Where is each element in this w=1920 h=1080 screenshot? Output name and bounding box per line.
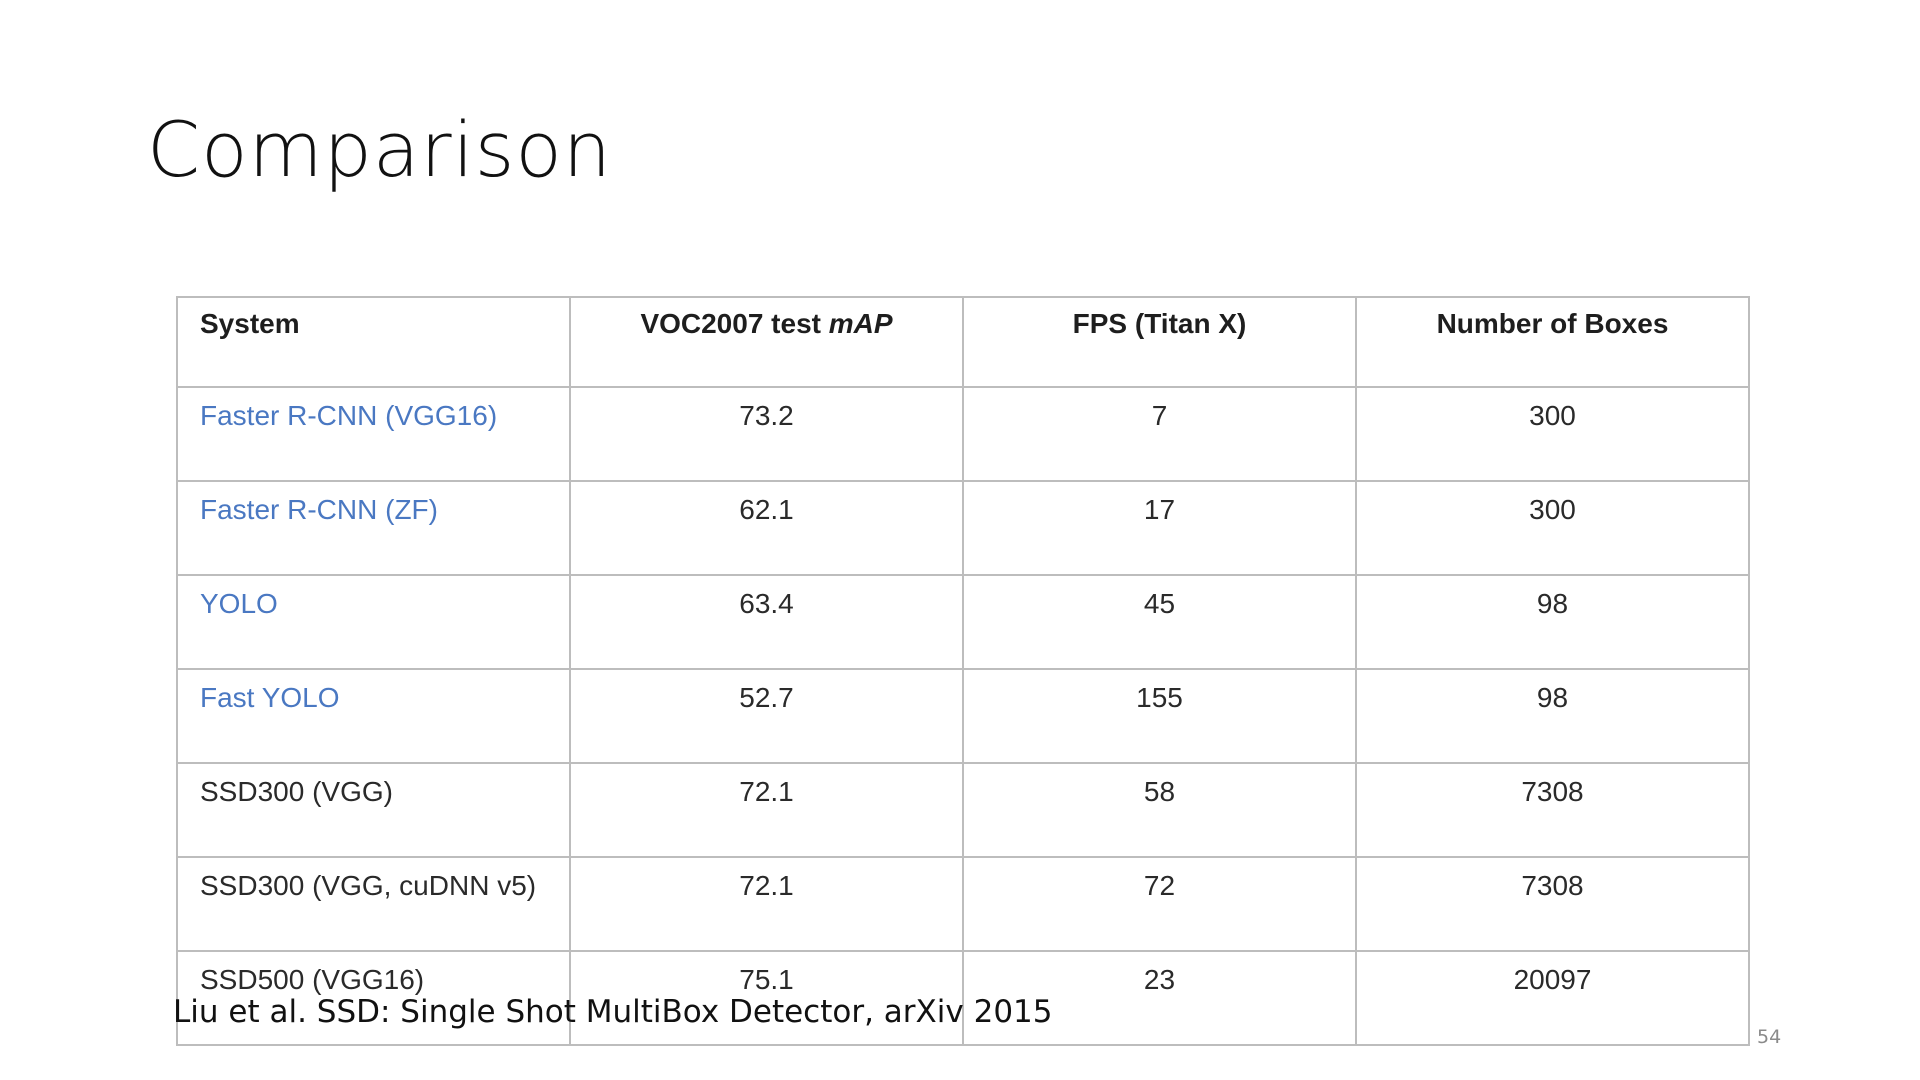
system-label: SSD300 (VGG, cuDNN v5) (200, 870, 537, 901)
cell-fps: 23 (962, 950, 1357, 1046)
header-system: System (176, 296, 571, 388)
cell-fps: 155 (962, 668, 1357, 764)
cell-map-value: 75.1 (739, 964, 794, 995)
cell-boxes-value: 7308 (1521, 776, 1584, 807)
cell-map: 72.1 (569, 762, 964, 858)
cell-system: Fast YOLO (176, 668, 571, 764)
cell-fps-value: 155 (1136, 682, 1183, 713)
table-row: SSD300 (VGG, cuDNN v5) 72.1 72 7308 (176, 856, 1750, 952)
cell-system: YOLO (176, 574, 571, 670)
cell-boxes: 98 (1355, 574, 1750, 670)
cell-system: SSD300 (VGG) (176, 762, 571, 858)
cell-fps-value: 23 (1143, 964, 1176, 995)
header-map-prefix: VOC2007 test (640, 308, 829, 339)
slide-title: Comparison (147, 105, 613, 194)
cell-map-value: 73.2 (739, 400, 794, 431)
cell-map-value: 63.4 (739, 588, 794, 619)
table-header-row: System VOC2007 test mAP FPS (Titan X) Nu… (176, 296, 1750, 388)
cell-map-value: 72.1 (739, 870, 794, 901)
cell-fps-value: 17 (1143, 494, 1176, 525)
cell-fps: 58 (962, 762, 1357, 858)
system-link[interactable]: Faster R-CNN (VGG16) (200, 400, 498, 431)
cell-boxes: 7308 (1355, 856, 1750, 952)
cell-fps: 17 (962, 480, 1357, 576)
system-link[interactable]: Faster R-CNN (ZF) (200, 494, 438, 525)
header-map-italic: mAP (828, 308, 893, 339)
table-row: Faster R-CNN (VGG16) 73.2 7 300 (176, 386, 1750, 482)
cell-system: Faster R-CNN (VGG16) (176, 386, 571, 482)
cell-fps: 7 (962, 386, 1357, 482)
cell-boxes: 300 (1355, 480, 1750, 576)
cell-fps-value: 7 (1151, 400, 1168, 431)
cell-boxes-value: 98 (1536, 682, 1569, 713)
cell-map-value: 52.7 (739, 682, 794, 713)
comparison-table: System VOC2007 test mAP FPS (Titan X) Nu… (176, 296, 1750, 1046)
citation: Liu et al. SSD: Single Shot MultiBox Det… (173, 994, 1053, 1030)
cell-system: SSD300 (VGG, cuDNN v5) (176, 856, 571, 952)
cell-map-value: 72.1 (739, 776, 794, 807)
cell-map: 63.4 (569, 574, 964, 670)
cell-system: Faster R-CNN (ZF) (176, 480, 571, 576)
cell-fps-value: 45 (1143, 588, 1176, 619)
cell-fps-value: 58 (1143, 776, 1176, 807)
system-label: SSD500 (VGG16) (200, 964, 425, 995)
cell-system: SSD500 (VGG16) (176, 950, 571, 1046)
cell-fps: 72 (962, 856, 1357, 952)
cell-boxes: 20097 (1355, 950, 1750, 1046)
header-boxes: Number of Boxes (1355, 296, 1750, 388)
page-number: 54 (1757, 1026, 1782, 1048)
cell-boxes: 300 (1355, 386, 1750, 482)
cell-boxes-value: 7308 (1521, 870, 1584, 901)
cell-boxes: 7308 (1355, 762, 1750, 858)
cell-boxes-value: 20097 (1513, 964, 1592, 995)
table-row: Fast YOLO 52.7 155 98 (176, 668, 1750, 764)
table-body: Faster R-CNN (VGG16) 73.2 7 300 Faster R-CNN… (176, 386, 1750, 1046)
cell-map: 75.1 (569, 950, 964, 1046)
table-row: SSD500 (VGG16) 75.1 23 20097 (176, 950, 1750, 1046)
table-row: Faster R-CNN (ZF) 62.1 17 300 (176, 480, 1750, 576)
cell-fps-value: 72 (1143, 870, 1176, 901)
table-row: YOLO 63.4 45 98 (176, 574, 1750, 670)
header-map: VOC2007 test mAP (569, 296, 964, 388)
cell-map-value: 62.1 (739, 494, 794, 525)
system-link[interactable]: Fast YOLO (200, 682, 340, 713)
cell-boxes-value: 300 (1529, 494, 1576, 525)
cell-map: 72.1 (569, 856, 964, 952)
cell-map: 73.2 (569, 386, 964, 482)
cell-map: 52.7 (569, 668, 964, 764)
cell-boxes: 98 (1355, 668, 1750, 764)
cell-fps: 45 (962, 574, 1357, 670)
cell-boxes-value: 300 (1529, 400, 1576, 431)
cell-map: 62.1 (569, 480, 964, 576)
cell-boxes-value: 98 (1536, 588, 1569, 619)
system-label: SSD300 (VGG) (200, 776, 393, 807)
table-row: SSD300 (VGG) 72.1 58 7308 (176, 762, 1750, 858)
system-link[interactable]: YOLO (200, 588, 278, 619)
header-fps: FPS (Titan X) (962, 296, 1357, 388)
comparison-table-container: System VOC2007 test mAP FPS (Titan X) Nu… (176, 296, 1750, 1046)
